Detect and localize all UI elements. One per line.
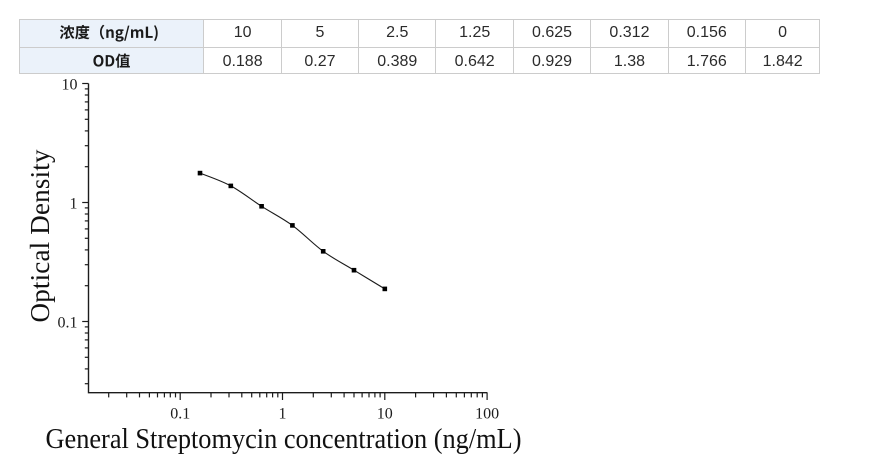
svg-text:Optical Density: Optical Density bbox=[25, 149, 55, 323]
svg-text:0.1: 0.1 bbox=[170, 406, 190, 423]
svg-text:100: 100 bbox=[475, 406, 499, 423]
svg-text:1: 1 bbox=[279, 406, 287, 423]
svg-text:10: 10 bbox=[377, 406, 393, 423]
svg-text:General Streptomycin concentra: General Streptomycin concentration (ng/m… bbox=[46, 424, 522, 455]
svg-text:1: 1 bbox=[70, 196, 78, 213]
svg-text:10: 10 bbox=[62, 77, 78, 94]
svg-text:0.1: 0.1 bbox=[58, 315, 78, 332]
